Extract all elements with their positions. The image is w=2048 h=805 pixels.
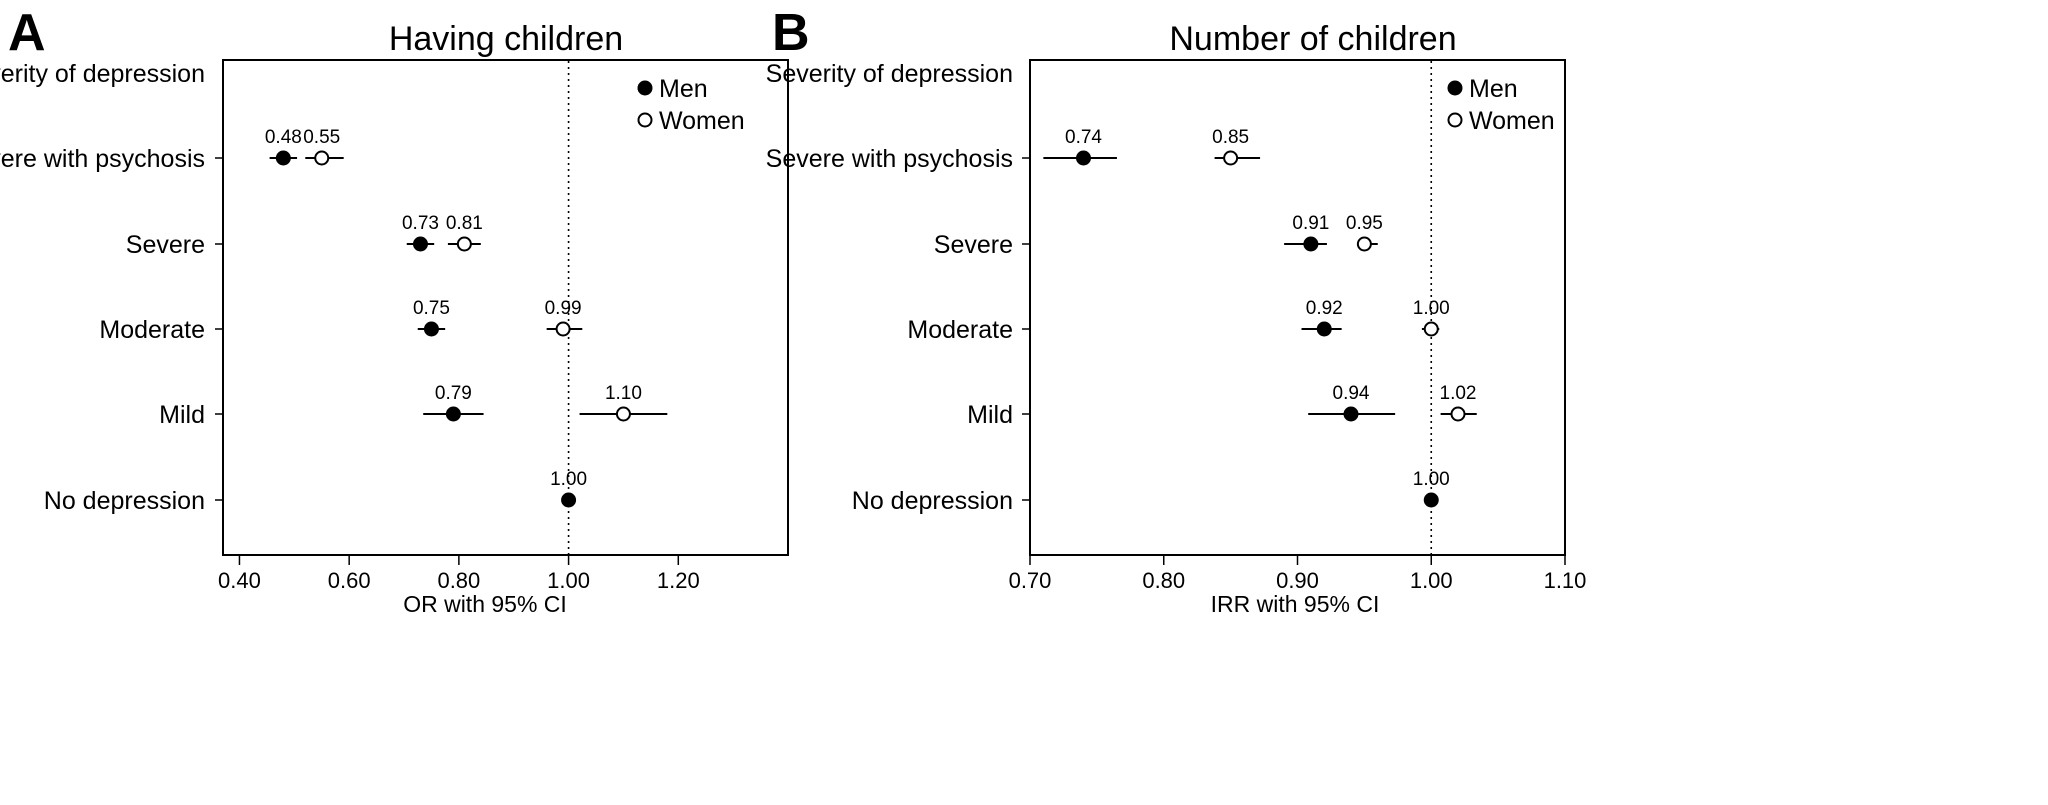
category-label: No depression: [852, 487, 1013, 515]
legend-men-label-b: Men: [1469, 75, 1518, 103]
x-tick-label: 1.20: [657, 568, 700, 593]
panel-a-plot-frame: [222, 59, 789, 556]
panel-a-title: Having children: [389, 20, 623, 58]
x-tick-label: 0.80: [1142, 568, 1185, 593]
x-tick-label: 0.40: [218, 568, 261, 593]
point-men: [445, 406, 461, 422]
panel-letter-a: A: [8, 4, 46, 62]
legend-women-label-b: Women: [1469, 107, 1555, 135]
panel-letter-b: B: [772, 4, 810, 62]
panel-b-legend: Men Women: [1447, 75, 1555, 135]
panel-b-x-axis: 0.70 0.80 0.90 1.00 1.10: [1009, 555, 1587, 593]
category-label: Severe: [934, 231, 1013, 259]
point-women: [555, 321, 571, 337]
point-men: [1303, 236, 1319, 252]
data-label: 0.91: [1292, 213, 1329, 234]
data-label: 0.81: [446, 213, 483, 234]
x-tick-label: 0.70: [1009, 568, 1052, 593]
point-women: [1450, 406, 1466, 422]
data-label: 0.95: [1346, 213, 1383, 234]
data-label: 0.48: [265, 127, 302, 148]
data-label: 0.79: [435, 383, 472, 404]
legend-men-marker-b: [1447, 80, 1463, 96]
x-tick-label: 0.90: [1276, 568, 1319, 593]
data-label: 1.00: [1413, 298, 1450, 319]
panel-b-data-marks: 0.74 0.91 0.92 0.94 1.00 0.85 0.95 1.00 1.02: [1043, 61, 1477, 554]
panel-b-header-label: Severity of depression: [766, 60, 1013, 88]
data-label: 0.73: [402, 213, 439, 234]
point-women: [1356, 236, 1372, 252]
x-tick-label: 1.00: [1410, 568, 1453, 593]
x-tick-label: 0.60: [328, 568, 371, 593]
category-label: Severe with psychosis: [766, 145, 1013, 173]
data-label: 0.94: [1333, 383, 1370, 404]
data-label: 0.85: [1212, 127, 1249, 148]
category-label: Mild: [967, 401, 1013, 429]
point-women: [615, 406, 631, 422]
data-label: 0.74: [1065, 127, 1102, 148]
legend-men-marker-a: [637, 80, 653, 96]
data-label: 1.10: [605, 383, 642, 404]
data-label: 0.92: [1306, 298, 1343, 319]
panel-b: B Number of children Severity of depress…: [766, 4, 1587, 617]
point-men: [1316, 321, 1332, 337]
legend-men-label-a: Men: [659, 75, 708, 103]
panel-b-title: Number of children: [1169, 20, 1456, 58]
panel-b-x-axis-label: IRR with 95% CI: [1211, 591, 1380, 617]
point-women: [1223, 150, 1239, 166]
point-women: [314, 150, 330, 166]
panel-a-x-axis-label: OR with 95% CI: [403, 591, 567, 617]
data-label: 0.75: [413, 298, 450, 319]
data-label: 1.02: [1440, 383, 1477, 404]
category-label: Moderate: [99, 316, 205, 344]
data-label: 1.00: [1413, 469, 1450, 490]
point-men: [1076, 150, 1091, 166]
data-label: 0.99: [545, 298, 582, 319]
panel-a-header-label: Severity of depression: [0, 60, 205, 88]
point-women: [1423, 321, 1439, 337]
x-tick-label: 1.00: [547, 568, 590, 593]
x-tick-label: 1.10: [1544, 568, 1587, 593]
data-label: 0.55: [303, 127, 340, 148]
point-men: [412, 236, 428, 252]
category-label: Moderate: [907, 316, 1013, 344]
panel-a-legend: Men Women: [637, 75, 745, 135]
category-label: Severe with psychosis: [0, 145, 205, 173]
legend-women-label-a: Women: [659, 107, 745, 135]
point-men: [275, 150, 291, 166]
point-men: [423, 321, 439, 337]
category-label: Severe: [126, 231, 205, 259]
point-men: [561, 492, 577, 508]
point-men: [1343, 406, 1359, 422]
point-women: [456, 236, 472, 252]
point-men: [1423, 492, 1439, 508]
legend-women-marker-b: [1447, 112, 1463, 128]
legend-women-marker-a: [637, 112, 653, 128]
panel-a: A Having children Severity of depression…: [0, 4, 789, 617]
category-label: Mild: [159, 401, 205, 429]
x-tick-label: 0.80: [437, 568, 480, 593]
panel-a-category-labels: Severe with psychosis Severe Moderate Mild N…: [0, 145, 223, 515]
panel-a-data-marks: 0.48 0.73 0.75 0.79 1.00 0.55 0.81 0.99 1.10: [265, 61, 668, 554]
category-label: No depression: [44, 487, 205, 515]
data-label: 1.00: [550, 469, 587, 490]
panel-a-x-axis: 0.40 0.60 0.80 1.00 1.20: [218, 555, 700, 593]
panel-b-category-labels: Severe with psychosis Severe Moderate Mild N…: [766, 145, 1030, 515]
